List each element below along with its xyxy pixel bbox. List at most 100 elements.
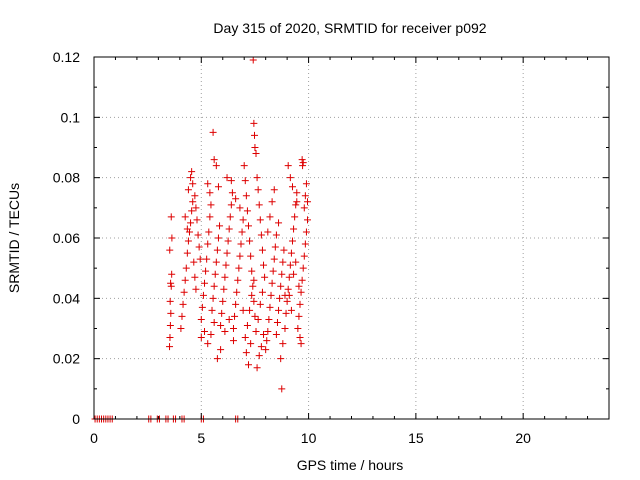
data-point (249, 56, 257, 64)
data-point (179, 300, 187, 308)
data-point (180, 288, 188, 296)
data-point (284, 285, 292, 293)
data-point (264, 228, 272, 236)
x-axis-tick-labels: 0 5 10 15 20 (90, 430, 531, 446)
data-point (292, 258, 300, 266)
data-point (232, 195, 240, 203)
data-point (201, 328, 209, 336)
data-point (301, 240, 309, 248)
data-point (279, 340, 287, 348)
data-point (235, 264, 243, 272)
data-point (240, 162, 248, 170)
data-point (167, 213, 175, 221)
data-point (239, 306, 247, 314)
data-point (269, 267, 277, 275)
data-point (166, 297, 174, 305)
data-point (204, 240, 212, 248)
data-point (292, 201, 300, 209)
data-point (213, 246, 221, 254)
data-point (300, 252, 308, 260)
data-point (282, 309, 290, 317)
data-point (256, 300, 264, 308)
data-point (255, 352, 263, 360)
data-point (201, 279, 209, 287)
data-point (167, 309, 175, 317)
data-point (261, 273, 269, 281)
data-point (296, 300, 304, 308)
data-point (257, 231, 265, 239)
data-point (263, 337, 271, 345)
data-point (210, 156, 218, 164)
data-point (193, 216, 201, 224)
data-point (210, 282, 218, 290)
data-point (302, 180, 310, 188)
data-point (166, 334, 174, 342)
y-axis-tick-labels: 0 0.02 0.04 0.06 0.08 0.1 0.12 (53, 49, 80, 427)
x-tick-label: 5 (197, 430, 205, 446)
data-point (264, 328, 272, 336)
data-point (189, 198, 197, 206)
data-point (296, 334, 304, 342)
y-tick-label: 0.1 (61, 109, 81, 125)
data-point (214, 234, 222, 242)
data-point (195, 243, 203, 251)
data-point (236, 252, 244, 260)
data-point (247, 252, 255, 260)
data-point (299, 264, 307, 272)
data-point (270, 255, 278, 263)
data-point (166, 246, 174, 254)
data-point (207, 201, 215, 209)
data-point (209, 128, 217, 136)
x-tick-label: 10 (301, 430, 317, 446)
data-point (304, 216, 312, 224)
data-point (257, 343, 265, 351)
data-point (276, 294, 284, 302)
data-point (254, 315, 262, 323)
data-point (229, 325, 237, 332)
data-point (286, 174, 294, 182)
data-point (268, 279, 276, 287)
data-point (184, 186, 192, 194)
data-point (278, 385, 286, 393)
data-point (290, 270, 298, 278)
data-point (202, 267, 210, 275)
data-point (234, 276, 242, 284)
data-point (233, 288, 241, 296)
data-point (245, 222, 252, 230)
data-point (250, 276, 258, 284)
data-point (279, 258, 287, 266)
data-point (227, 177, 235, 185)
data-point (249, 282, 257, 290)
data-point (258, 246, 266, 254)
data-point (256, 216, 264, 224)
data-point (225, 315, 233, 323)
data-point (255, 201, 263, 209)
data-point (302, 228, 310, 236)
data-point (190, 258, 198, 266)
data-point (236, 204, 244, 212)
data-point (288, 237, 296, 245)
data-point (280, 246, 288, 254)
data-point (241, 177, 249, 185)
data-point (294, 325, 302, 332)
y-tick-label: 0.04 (53, 290, 80, 306)
data-point (250, 119, 258, 127)
data-point (205, 228, 213, 236)
data-point (298, 276, 306, 284)
data-point (188, 168, 196, 176)
data-point (192, 285, 200, 293)
chart-title: Day 315 of 2020, SRMTID for receiver p09… (213, 20, 486, 36)
data-point (284, 162, 292, 170)
data-point (267, 291, 275, 299)
data-point (196, 255, 204, 263)
x-tick-label: 0 (90, 430, 98, 446)
data-point (268, 198, 276, 206)
data-point (265, 315, 273, 323)
data-point (209, 294, 217, 302)
data-point (251, 312, 259, 320)
data-point (243, 207, 251, 215)
data-points (91, 56, 312, 423)
data-point (297, 288, 305, 296)
data-point (178, 312, 186, 320)
